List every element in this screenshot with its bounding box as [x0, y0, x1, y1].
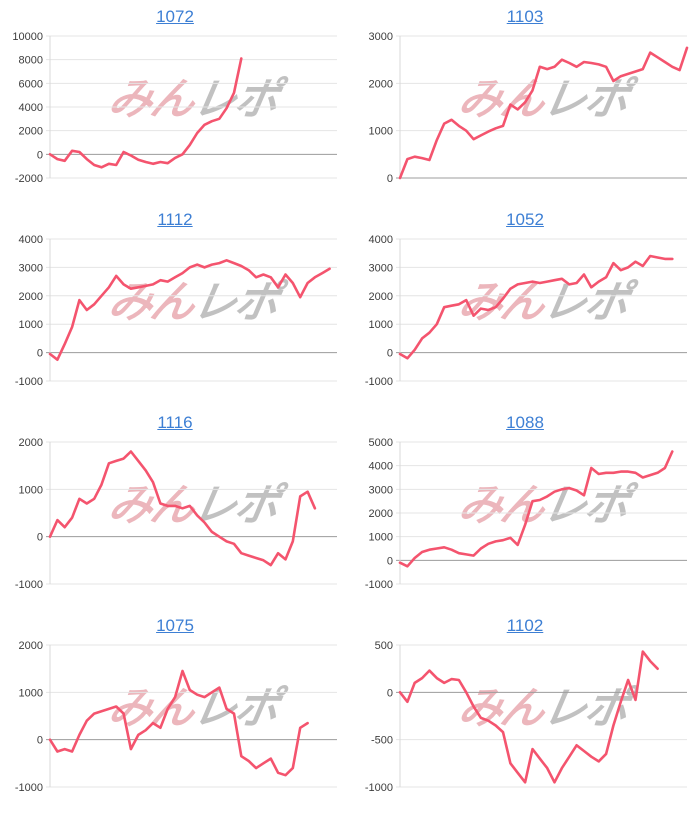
machine-number-link[interactable]: 1072 [156, 7, 194, 26]
svg-text:4000: 4000 [19, 102, 43, 114]
chart-card: 1052 みんレポ -1000 0 1000 2000 3000 4000 [350, 206, 700, 409]
svg-text:2000: 2000 [369, 78, 393, 90]
chart-plot: みんレポ -2000 0 2000 4000 6000 8000 10000 [0, 28, 350, 203]
machine-number-link[interactable]: 1116 [157, 413, 193, 432]
svg-text:2000: 2000 [369, 291, 393, 303]
svg-text:3000: 3000 [369, 484, 393, 496]
svg-text:4000: 4000 [369, 234, 393, 246]
svg-text:1000: 1000 [19, 319, 43, 331]
svg-text:5000: 5000 [369, 437, 393, 449]
svg-text:8000: 8000 [19, 55, 43, 67]
svg-text:2000: 2000 [19, 291, 43, 303]
chart-title-row: 1072 [0, 5, 350, 28]
svg-text:2000: 2000 [369, 508, 393, 520]
line-chart-svg: -1000 0 1000 2000 [15, 437, 337, 591]
svg-text:-1000: -1000 [15, 782, 43, 794]
chart-title-row: 1103 [350, 5, 700, 28]
machine-number-link[interactable]: 1088 [506, 413, 544, 432]
svg-text:0: 0 [387, 173, 393, 185]
line-chart-svg: -1000 0 1000 2000 3000 4000 [15, 234, 337, 388]
machine-number-link[interactable]: 1102 [506, 616, 544, 635]
svg-text:500: 500 [375, 640, 393, 652]
chart-plot: みんレポ -1000 0 1000 2000 3000 4000 [0, 231, 350, 406]
svg-text:3000: 3000 [369, 262, 393, 274]
chart-card: 1075 みんレポ -1000 0 1000 2000 [0, 612, 350, 815]
chart-card: 1103 みんレポ 0 1000 2000 3000 [350, 3, 700, 206]
svg-text:0: 0 [37, 532, 43, 544]
svg-text:2000: 2000 [19, 640, 43, 652]
chart-title-row: 1088 [350, 411, 700, 434]
svg-text:6000: 6000 [19, 78, 43, 90]
chart-title-row: 1052 [350, 208, 700, 231]
svg-text:4000: 4000 [19, 234, 43, 246]
svg-text:1000: 1000 [369, 126, 393, 138]
svg-text:0: 0 [387, 348, 393, 360]
chart-card: 1072 みんレポ -2000 0 2000 4000 6000 8000 10000 [0, 3, 350, 206]
svg-text:-1000: -1000 [15, 376, 43, 388]
chart-card: 1116 みんレポ -1000 0 1000 2000 [0, 409, 350, 612]
machine-number-link[interactable]: 1052 [506, 210, 544, 229]
line-chart-svg: -1000 -500 0 500 [365, 640, 687, 794]
chart-title-row: 1116 [0, 411, 350, 434]
line-chart-svg: -1000 0 1000 2000 3000 4000 5000 [365, 437, 687, 591]
svg-text:1000: 1000 [369, 532, 393, 544]
chart-plot: みんレポ -1000 0 1000 2000 [0, 637, 350, 812]
svg-text:-1000: -1000 [365, 579, 393, 591]
svg-text:3000: 3000 [19, 262, 43, 274]
svg-text:2000: 2000 [19, 437, 43, 449]
svg-text:1000: 1000 [369, 319, 393, 331]
svg-text:3000: 3000 [369, 31, 393, 43]
svg-text:10000: 10000 [12, 31, 43, 43]
svg-text:-1000: -1000 [365, 782, 393, 794]
svg-text:4000: 4000 [369, 461, 393, 473]
machine-number-link[interactable]: 1075 [156, 616, 194, 635]
chart-card: 1102 みんレポ -1000 -500 0 500 [350, 612, 700, 815]
chart-plot: みんレポ -1000 0 1000 2000 3000 4000 5000 [350, 434, 700, 609]
svg-text:1000: 1000 [19, 687, 43, 699]
svg-text:-1000: -1000 [15, 579, 43, 591]
machine-number-link[interactable]: 1112 [157, 210, 193, 229]
chart-title-row: 1102 [350, 614, 700, 637]
chart-card: 1112 みんレポ -1000 0 1000 2000 3000 4000 [0, 206, 350, 409]
chart-plot: みんレポ -1000 0 1000 2000 3000 4000 [350, 231, 700, 406]
svg-text:0: 0 [37, 149, 43, 161]
chart-plot: みんレポ -1000 -500 0 500 [350, 637, 700, 812]
svg-text:-2000: -2000 [15, 173, 43, 185]
svg-text:0: 0 [387, 687, 393, 699]
line-chart-svg: -1000 0 1000 2000 [15, 640, 337, 794]
svg-text:0: 0 [37, 735, 43, 747]
machine-number-link[interactable]: 1103 [506, 7, 544, 26]
line-chart-svg: -2000 0 2000 4000 6000 8000 10000 [12, 31, 337, 185]
svg-text:-1000: -1000 [365, 376, 393, 388]
chart-plot: みんレポ 0 1000 2000 3000 [350, 28, 700, 203]
chart-plot: みんレポ -1000 0 1000 2000 [0, 434, 350, 609]
svg-text:1000: 1000 [19, 484, 43, 496]
svg-text:2000: 2000 [19, 126, 43, 138]
chart-title-row: 1075 [0, 614, 350, 637]
line-chart-svg: -1000 0 1000 2000 3000 4000 [365, 234, 687, 388]
line-chart-svg: 0 1000 2000 3000 [369, 31, 689, 185]
svg-text:-500: -500 [371, 735, 393, 747]
svg-text:0: 0 [387, 555, 393, 567]
chart-card: 1088 みんレポ -1000 0 1000 2000 3000 4000 5000 [350, 409, 700, 612]
svg-text:0: 0 [37, 348, 43, 360]
chart-title-row: 1112 [0, 208, 350, 231]
